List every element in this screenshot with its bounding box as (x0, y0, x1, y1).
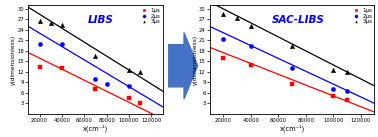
Point (330, 88, 336, 90)
Point (289, 67, 295, 69)
Point (220, 57, 226, 59)
Point (126, 85, 132, 87)
Point (344, 90, 350, 92)
Point (330, 95, 336, 97)
Point (220, 13, 226, 15)
Point (92, 88, 98, 90)
Point (48, 22, 54, 24)
Point (248, 45, 254, 47)
Point (92, 55, 98, 57)
Point (104, 83, 110, 85)
Point (37, 20, 43, 22)
Y-axis label: y(dimensionless): y(dimensionless) (11, 35, 16, 85)
Point (248, 25, 254, 28)
Text: SAC-LIBS: SAC-LIBS (272, 15, 325, 25)
Point (344, 71, 350, 73)
Point (92, 78, 98, 80)
Point (289, 83, 295, 85)
Point (289, 45, 295, 47)
Point (344, 99, 350, 101)
Point (137, 71, 143, 73)
FancyArrow shape (168, 33, 198, 99)
Point (220, 38, 226, 40)
Point (59, 67, 65, 69)
Point (234, 17, 240, 19)
Legend: 1μs, 2μs, 3μs: 1μs, 2μs, 3μs (138, 7, 161, 25)
Point (137, 102, 143, 104)
Point (126, 97, 132, 99)
Point (37, 43, 43, 45)
Point (59, 43, 65, 45)
Text: LIBS: LIBS (88, 15, 114, 25)
Legend: 1μs, 2μs, 3μs: 1μs, 2μs, 3μs (350, 7, 373, 25)
Point (126, 69, 132, 71)
Point (37, 65, 43, 68)
Y-axis label: y(dimensionless): y(dimensionless) (192, 35, 197, 85)
X-axis label: x(cm⁻¹): x(cm⁻¹) (279, 124, 305, 132)
Point (248, 64, 254, 66)
Point (59, 24, 65, 26)
Point (330, 69, 336, 71)
X-axis label: x(cm⁻¹): x(cm⁻¹) (83, 124, 108, 132)
